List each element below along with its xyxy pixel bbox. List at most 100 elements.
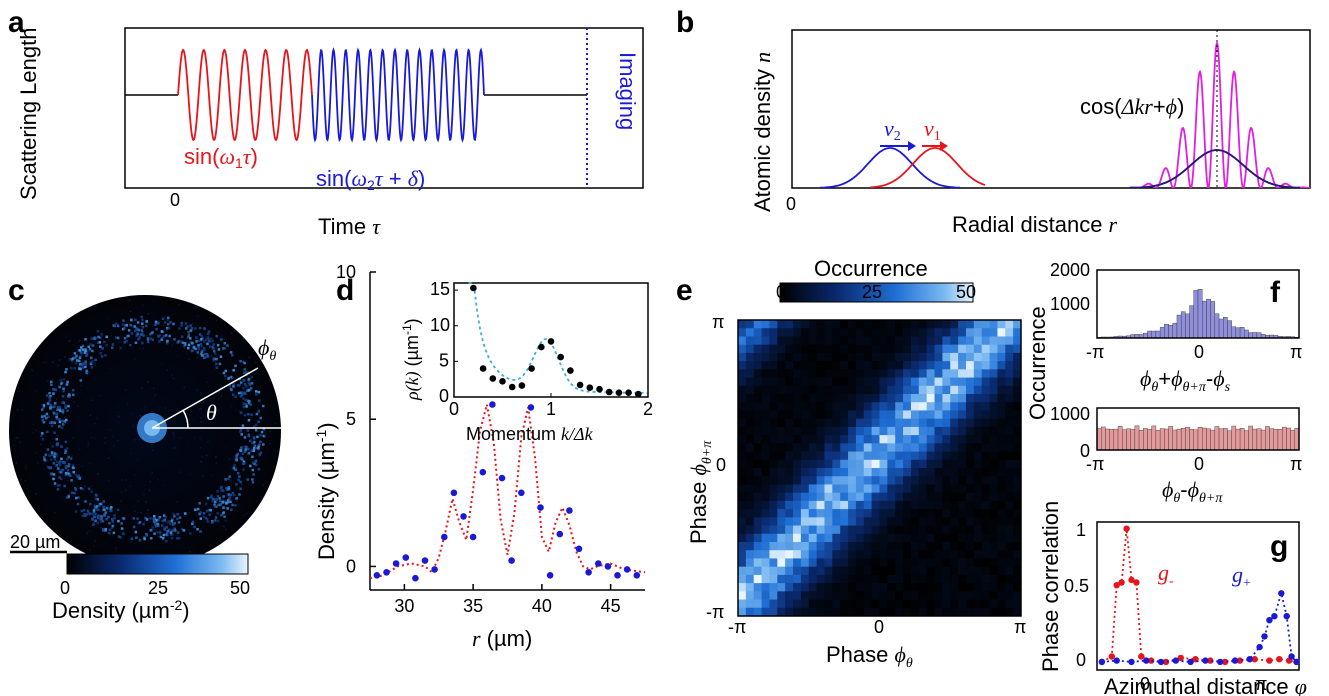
heatmap-cell [855, 525, 865, 535]
panel-f-top-bar [1206, 298, 1211, 339]
ring-speckle [56, 460, 59, 464]
heatmap-cell [910, 583, 920, 592]
heatmap-cell [918, 517, 928, 526]
heatmap-cell [895, 377, 904, 387]
heatmap-cell [800, 377, 810, 387]
panel-d-data-point [527, 404, 535, 411]
ring-speckle [206, 355, 210, 358]
heatmap-cell [785, 558, 794, 568]
ring-speckle [129, 323, 132, 327]
heatmap-cell [989, 525, 998, 535]
heatmap-cell [973, 583, 983, 592]
background-speckle [48, 307, 51, 309]
ring-speckle [191, 522, 194, 525]
heatmap-cell [808, 566, 818, 576]
heatmap-cell [855, 500, 865, 510]
ring-speckle [59, 471, 63, 474]
phi-theta-label: ϕθ [258, 335, 276, 364]
heatmap-cell [989, 320, 998, 329]
background-speckle [122, 343, 124, 346]
ring-speckle [83, 513, 86, 516]
panel-d-data-point [556, 530, 564, 538]
heatmap-cell [879, 574, 888, 584]
ring-speckle [71, 388, 75, 392]
ring-speckle [107, 515, 110, 519]
heatmap-cell [769, 344, 778, 354]
heatmap-cell [879, 410, 888, 420]
heatmap-cell [745, 344, 755, 354]
ring-speckle [73, 352, 77, 355]
ring-speckle [253, 441, 256, 444]
heatmap-cell [981, 574, 990, 584]
background-speckle [178, 437, 181, 439]
background-speckle [172, 432, 174, 434]
background-speckle [146, 521, 148, 523]
heatmap-cell [855, 328, 865, 337]
heatmap-cell [910, 492, 920, 502]
background-speckle [254, 361, 257, 364]
heatmap-cell [958, 394, 967, 403]
heatmap-cell [895, 443, 904, 452]
heatmap-cell [934, 566, 943, 576]
background-speckle [199, 437, 202, 440]
ring-speckle [91, 349, 94, 353]
panel-c-cbar-tick-25: 25 [148, 578, 168, 598]
ring-speckle [223, 347, 227, 350]
interference-curve [1129, 40, 1310, 188]
heatmap-cell [926, 525, 935, 535]
background-speckle [184, 297, 187, 299]
background-speckle [278, 317, 281, 319]
heatmap-cell [769, 443, 778, 452]
heatmap-cell [785, 509, 794, 518]
density-image-speckle [9, 295, 281, 567]
ring-speckle [56, 488, 60, 491]
heatmap-cell [926, 426, 935, 436]
panel-f-bottom-bar [1155, 430, 1161, 451]
panel-d-xtick-label: 35 [463, 596, 483, 616]
heatmap-cell [981, 369, 990, 378]
ring-speckle [137, 333, 141, 336]
heatmap-cell [981, 459, 990, 469]
heatmap-cell [958, 574, 967, 584]
heatmap-cell [903, 525, 912, 535]
ring-speckle [79, 486, 83, 490]
correlation-point-minus [1138, 653, 1145, 660]
heatmap-cell [965, 492, 975, 502]
heatmap-cell [777, 550, 786, 559]
ring-speckle [205, 509, 209, 513]
heatmap-cell [871, 361, 880, 370]
heatmap-cell [785, 394, 794, 403]
heatmap-cell [863, 410, 873, 420]
background-speckle [126, 522, 128, 524]
heatmap-cell [887, 320, 896, 329]
ring-speckle [166, 529, 169, 533]
ring-speckle [95, 494, 98, 497]
ring-speckle [212, 497, 216, 501]
heatmap-cell [840, 525, 849, 535]
ring-speckle [197, 344, 200, 347]
background-speckle [189, 452, 191, 455]
background-speckle [91, 360, 93, 362]
heatmap-cell [942, 591, 951, 600]
heatmap-cell [769, 426, 778, 436]
heatmap-cell [879, 377, 888, 387]
heatmap-cell [958, 509, 967, 518]
panel-c-colorbar [66, 553, 249, 575]
heatmap-cell [769, 550, 778, 559]
heatmap-cell [769, 591, 778, 600]
heatmap-cell [793, 566, 802, 576]
heatmap-cell [832, 599, 841, 609]
ring-speckle [212, 359, 216, 362]
heatmap-cell [824, 418, 833, 428]
heatmap-cell [761, 517, 770, 526]
heatmap-cell [942, 435, 951, 444]
heatmap-cell [777, 574, 786, 584]
correlation-point-plus [1261, 633, 1268, 640]
heatmap-cell [910, 336, 920, 346]
panel-f: f 2000 1000 -π 0 π ϕθ+ϕθ+π-ϕs 1000 0 -π … [1025, 260, 1302, 506]
panel-f-bottom-bar [1269, 428, 1274, 451]
background-speckle [91, 492, 93, 494]
ring-speckle [253, 447, 256, 450]
ring-speckle [65, 458, 69, 461]
heatmap-cell [840, 591, 849, 600]
